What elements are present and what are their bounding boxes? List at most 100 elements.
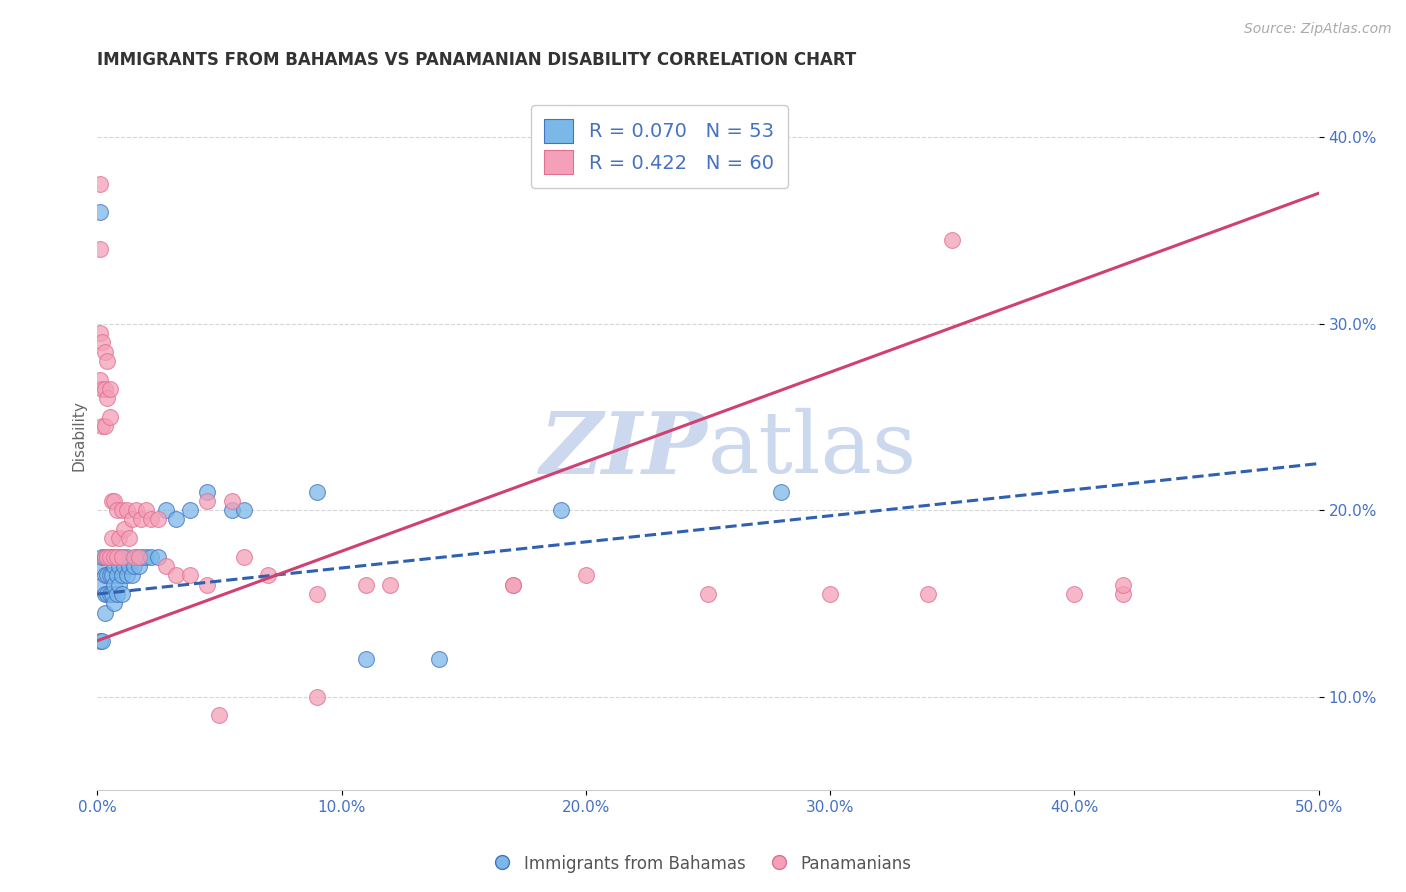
Point — [89, 559, 111, 574]
Point — [115, 549, 138, 564]
Point — [103, 596, 125, 610]
Point — [502, 578, 524, 592]
Text: IMMIGRANTS FROM BAHAMAS VS PANAMANIAN DISABILITY CORRELATION CHART: IMMIGRANTS FROM BAHAMAS VS PANAMANIAN DI… — [97, 51, 856, 69]
Legend: Immigrants from Bahamas, Panamanians: Immigrants from Bahamas, Panamanians — [488, 848, 918, 880]
Point — [96, 392, 118, 406]
Point — [96, 587, 118, 601]
Point — [101, 587, 124, 601]
Point — [115, 503, 138, 517]
Point — [502, 578, 524, 592]
Point — [179, 568, 201, 582]
Point — [307, 484, 329, 499]
Point — [125, 549, 148, 564]
Point — [195, 484, 218, 499]
Point — [93, 382, 115, 396]
Point — [121, 512, 143, 526]
Point — [941, 233, 963, 247]
Point — [105, 503, 128, 517]
Point — [139, 512, 162, 526]
Point — [257, 568, 280, 582]
Point — [96, 549, 118, 564]
Point — [103, 578, 125, 592]
Point — [118, 559, 141, 574]
Point — [93, 549, 115, 564]
Point — [108, 559, 131, 574]
Point — [98, 549, 121, 564]
Point — [165, 512, 187, 526]
Point — [103, 549, 125, 564]
Point — [179, 503, 201, 517]
Point — [165, 568, 187, 582]
Point — [98, 409, 121, 424]
Point — [89, 177, 111, 191]
Point — [155, 503, 177, 517]
Point — [108, 578, 131, 592]
Point — [101, 531, 124, 545]
Point — [115, 568, 138, 582]
Point — [89, 373, 111, 387]
Point — [575, 568, 598, 582]
Point — [105, 568, 128, 582]
Point — [111, 549, 134, 564]
Point — [93, 549, 115, 564]
Point — [101, 549, 124, 564]
Point — [125, 503, 148, 517]
Point — [96, 568, 118, 582]
Point — [112, 559, 135, 574]
Point — [128, 549, 150, 564]
Point — [91, 382, 114, 396]
Point — [1112, 578, 1135, 592]
Point — [93, 606, 115, 620]
Point — [112, 522, 135, 536]
Point — [89, 242, 111, 256]
Point — [111, 549, 134, 564]
Point — [354, 578, 377, 592]
Point — [135, 549, 157, 564]
Point — [98, 549, 121, 564]
Point — [139, 549, 162, 564]
Point — [131, 512, 153, 526]
Point — [103, 559, 125, 574]
Point — [155, 559, 177, 574]
Point — [380, 578, 402, 592]
Point — [148, 549, 170, 564]
Text: Source: ZipAtlas.com: Source: ZipAtlas.com — [1244, 22, 1392, 37]
Point — [98, 587, 121, 601]
Point — [354, 652, 377, 666]
Point — [105, 549, 128, 564]
Point — [131, 549, 153, 564]
Point — [307, 690, 329, 704]
Point — [91, 335, 114, 350]
Point — [93, 419, 115, 434]
Point — [98, 568, 121, 582]
Y-axis label: Disability: Disability — [72, 401, 86, 471]
Point — [105, 587, 128, 601]
Point — [232, 549, 254, 564]
Point — [98, 382, 121, 396]
Point — [232, 503, 254, 517]
Point — [221, 503, 243, 517]
Point — [89, 326, 111, 340]
Point — [96, 354, 118, 368]
Point — [108, 531, 131, 545]
Point — [122, 559, 145, 574]
Point — [148, 512, 170, 526]
Point — [101, 568, 124, 582]
Point — [1112, 587, 1135, 601]
Point — [89, 205, 111, 219]
Point — [91, 578, 114, 592]
Point — [91, 633, 114, 648]
Point — [101, 493, 124, 508]
Legend: R = 0.070   N = 53, R = 0.422   N = 60: R = 0.070 N = 53, R = 0.422 N = 60 — [530, 105, 787, 187]
Text: atlas: atlas — [709, 409, 917, 491]
Point — [917, 587, 939, 601]
Point — [195, 578, 218, 592]
Point — [93, 587, 115, 601]
Point — [818, 587, 841, 601]
Point — [697, 587, 720, 601]
Point — [1063, 587, 1085, 601]
Text: ZIP: ZIP — [540, 408, 709, 491]
Point — [427, 652, 450, 666]
Point — [208, 708, 231, 723]
Point — [307, 587, 329, 601]
